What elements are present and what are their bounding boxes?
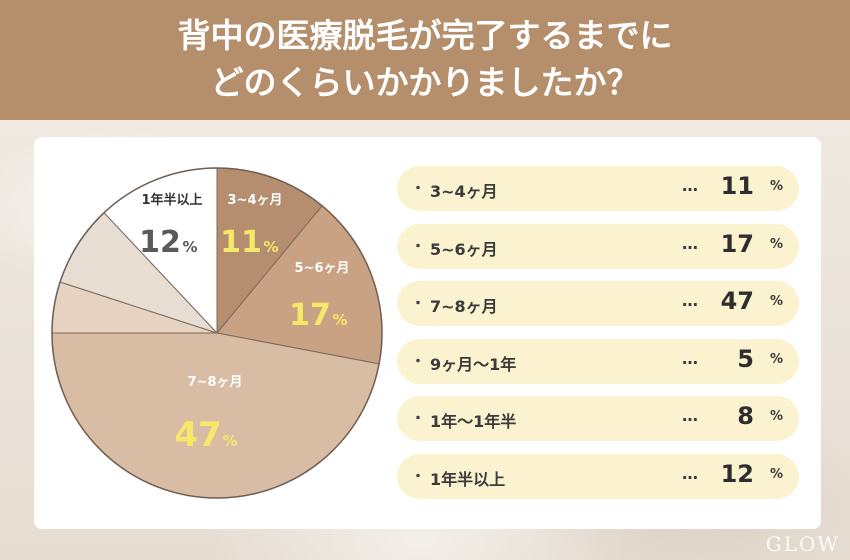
legend-unit: %	[769, 294, 783, 309]
brand-logo: GLOW	[765, 532, 840, 556]
legend-label: 1年半以上	[430, 469, 506, 489]
pie-slice-unit: %	[332, 311, 347, 329]
legend-dots: …	[682, 233, 698, 253]
pie-slice-unit: %	[263, 238, 278, 256]
pie-slice-label: 1年半以上	[141, 192, 202, 208]
pie-slice-label: 7~8ヶ月	[188, 375, 243, 390]
title-line-2: どのくらいかかりましたか？	[210, 63, 640, 102]
legend-label: 5~6ヶ月	[430, 239, 498, 259]
legend-value: 12	[720, 459, 754, 488]
legend-item: ・ 1年〜1年半 … 8%	[397, 396, 799, 441]
title-line-1: 背中の医療脱毛が完了するまでに	[177, 16, 673, 55]
legend-unit: %	[769, 179, 783, 194]
legend-bullet: ・	[411, 468, 425, 485]
pie-slice-label: 3~4ヶ月	[228, 193, 283, 208]
legend-item: ・ 1年半以上 … 12%	[397, 453, 799, 499]
legend-value: 5	[737, 344, 754, 373]
legend-dots: …	[682, 176, 698, 195]
legend-value: 8	[737, 402, 754, 430]
legend-dots: …	[682, 291, 698, 310]
legend-label: 1年〜1年半	[430, 412, 517, 431]
legend-bullet: ・	[411, 411, 425, 427]
legend-dots: …	[682, 406, 698, 425]
legend-bullet: ・	[411, 181, 425, 197]
pie-slice-value: 11	[220, 225, 262, 260]
legend-bullet: ・	[411, 296, 425, 312]
pie-outline	[51, 167, 383, 499]
legend-unit: %	[769, 236, 783, 252]
legend-dots: …	[682, 463, 698, 483]
legend-item: ・ 9ヶ月〜1年 … 5%	[397, 338, 799, 384]
legend-item: ・ 7~8ヶ月 … 47%	[397, 281, 799, 326]
legend-bullet: ・	[411, 238, 425, 255]
page-title: 背中の医療脱毛が完了するまでに どのくらいかかりましたか？	[0, 0, 850, 120]
legend-label: 9ヶ月〜1年	[430, 354, 517, 374]
pie-slice-value: 12	[139, 225, 181, 260]
legend-unit: %	[769, 466, 783, 482]
legend-value: 11	[720, 172, 754, 200]
legend-item: ・ 5~6ヶ月 … 17%	[397, 223, 799, 269]
legend-label: 7~8ヶ月	[430, 297, 498, 316]
legend-unit: %	[769, 351, 783, 367]
pie-slice-unit: %	[182, 238, 197, 256]
legend-value: 47	[720, 287, 754, 315]
legend-item: ・ 3~4ヶ月 … 11%	[397, 166, 799, 211]
pie-slice-value: 47	[174, 415, 221, 455]
pie-slice-unit: %	[222, 432, 237, 450]
legend-bullet: ・	[411, 353, 425, 370]
pie-slice-label: 5~6ヶ月	[295, 261, 350, 276]
legend-unit: %	[769, 409, 783, 424]
legend-value: 17	[720, 229, 754, 258]
pie-slice-value: 17	[289, 298, 331, 333]
legend-label: 3~4ヶ月	[430, 182, 498, 201]
legend-dots: …	[682, 348, 698, 368]
